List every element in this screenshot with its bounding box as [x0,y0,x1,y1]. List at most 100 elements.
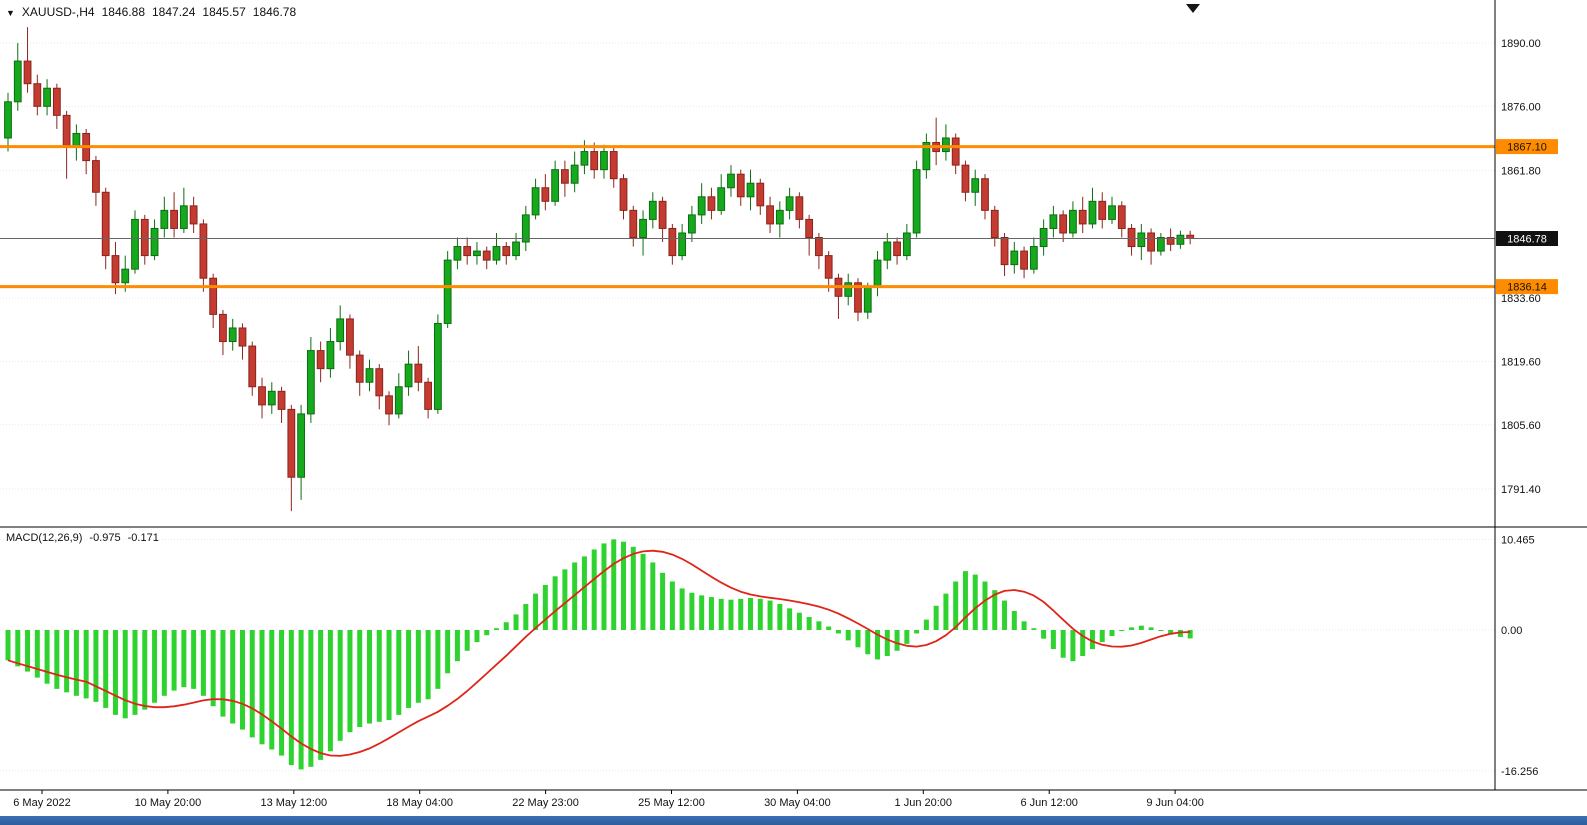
macd-bar [308,630,314,767]
candle [560,160,569,197]
price-axis[interactable] [1495,0,1587,790]
macd-bar [845,630,851,641]
macd-indicator-label: MACD(12,26,9) -0.975 -0.171 [6,532,159,544]
time-tick-label: 6 Jun 12:00 [1020,797,1078,809]
macd-bar [34,630,40,678]
macd-bar [25,630,31,672]
time-tick-label: 18 May 04:00 [386,797,453,809]
time-axis[interactable] [0,791,1587,815]
macd-bar [689,592,695,630]
candle [443,251,452,328]
candle [394,373,403,419]
macd-bar [787,608,793,630]
candle [766,196,774,233]
candle [306,337,315,423]
macd-bar [1109,630,1115,637]
svg-text:1867.10: 1867.10 [1507,142,1547,154]
candle [326,327,335,378]
panel-splitter[interactable] [0,524,1495,530]
macd-bar [660,572,666,630]
candle [453,237,462,270]
svg-text:1836.14: 1836.14 [1507,282,1547,294]
candle [1069,201,1077,238]
price-tick-label: 1805.60 [1501,420,1541,432]
candle [609,147,618,188]
candle [746,169,755,211]
time-tick-label: 22 May 23:00 [512,797,579,809]
macd-bar [259,630,265,745]
candle [1088,187,1097,229]
candle [951,133,960,175]
macd-bar [904,630,910,644]
macd-bar [972,574,978,630]
macd-bar [875,630,881,660]
candle [1137,223,1146,261]
macd-bar [103,630,109,708]
macd-bar [454,630,460,662]
macd-bar [816,621,822,630]
macd-bar [54,630,60,689]
chart-shift-marker-icon[interactable] [1186,4,1200,13]
candle [267,382,276,414]
macd-bar [318,630,324,760]
macd-bar [112,630,118,715]
candle [209,273,218,328]
macd-signal-value-label: -0.171 [127,532,159,544]
candle [775,201,784,238]
macd-bar [503,622,509,630]
candle [1156,232,1165,256]
candle [521,205,530,252]
macd-bar [347,630,353,733]
ohlc-open: 1846.88 [101,5,145,19]
macd-bar [152,630,158,703]
indicator-tick-label: -16.256 [1501,766,1538,778]
candle [404,350,413,396]
candle [1020,246,1028,279]
macd-bar [464,630,470,651]
candle [541,174,550,211]
candle [433,314,442,414]
candle [385,391,393,426]
main-chart-area[interactable] [0,0,1495,524]
macd-bar [15,630,21,667]
macd-bar [982,581,988,630]
horizontal-scrollbar[interactable] [0,816,1587,825]
candle [531,178,540,220]
candle [756,178,765,215]
macd-bar [523,604,529,630]
candle [23,27,32,93]
macd-bar [425,630,431,700]
symbol-timeframe-label: XAUUSD-,H4 [21,5,95,19]
time-tick-label: 10 May 20:00 [135,797,202,809]
candle [981,174,989,220]
price-tick-label: 1819.60 [1501,356,1541,368]
macd-bar [122,630,128,719]
time-tick-label: 6 May 2022 [13,797,70,809]
macd-panel-area[interactable] [0,530,1495,790]
macd-bar [708,597,714,630]
macd-bar [191,630,197,689]
candle [277,386,286,423]
candle [355,350,364,396]
macd-bar [1050,630,1056,650]
candle [600,144,608,179]
macd-bar [1158,630,1164,631]
support-price-badge: 1836.14 [1496,279,1558,295]
chart-header: ▼ XAUUSD-,H4 1846.88 1847.24 1845.57 184… [6,5,296,19]
macd-bar [542,584,548,630]
candle [805,214,814,256]
macd-bar [239,630,245,730]
macd-bar [533,593,539,630]
macd-bar [728,599,734,630]
macd-bar [396,630,402,715]
candle [179,187,188,233]
candle [1108,196,1116,224]
time-tick-label: 25 May 12:00 [638,797,705,809]
gridlines [0,42,1495,772]
macd-bar [210,630,216,707]
macd-bar [757,598,763,630]
candle [883,232,892,270]
macd-bar [1177,630,1183,637]
macd-bar [914,630,920,634]
candle [131,210,139,274]
